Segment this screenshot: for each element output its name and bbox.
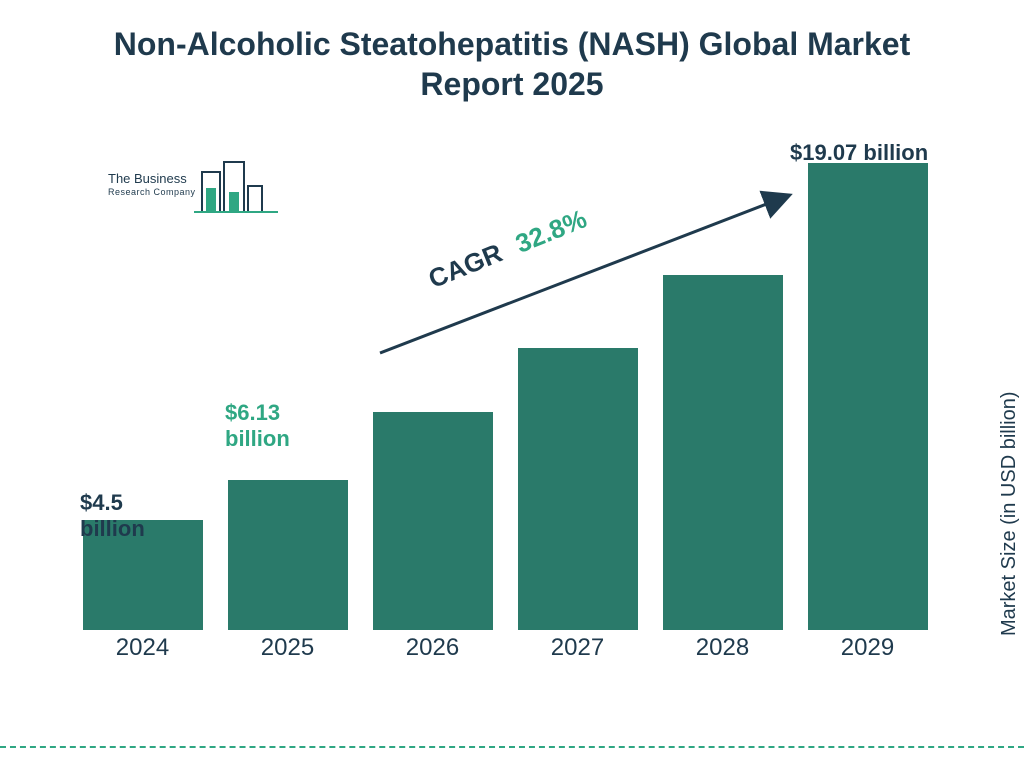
x-axis-label: 2024 [83,634,203,670]
bar [228,480,348,630]
bar-wrap [228,480,348,630]
x-axis-label: 2025 [228,634,348,670]
bar [808,163,928,630]
bar [373,412,493,630]
value-label: $6.13billion [225,400,290,453]
x-axis-label: 2027 [518,634,638,670]
bar-wrap [518,348,638,630]
y-axis-label: Market Size (in USD billion) [999,392,1022,637]
x-axis-label: 2026 [373,634,493,670]
x-axis-labels: 2024 2025 2026 2027 2028 2029 [70,634,940,670]
bottom-dashed-divider [0,746,1024,748]
bar-wrap [373,412,493,630]
bar [518,348,638,630]
bar-wrap [808,163,928,630]
chart-title: Non-Alcoholic Steatohepatitis (NASH) Glo… [0,0,1024,112]
value-label: $4.5billion [80,490,145,543]
value-label: $19.07 billion [790,140,928,166]
x-axis-label: 2029 [808,634,928,670]
x-axis-label: 2028 [663,634,783,670]
